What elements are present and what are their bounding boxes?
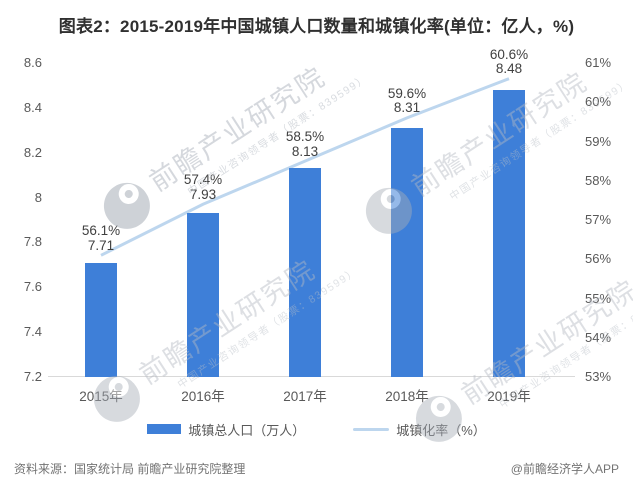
y-axis-tick-right: 56% <box>585 251 612 267</box>
x-axis-label: 2017年 <box>283 389 327 404</box>
bar-value-label: 7.93 <box>189 186 217 202</box>
x-axis-label: 2015年 <box>79 389 123 404</box>
bar-value-label: 7.71 <box>87 237 115 253</box>
data-label: 56.1% 7.71 <box>82 224 120 253</box>
y-axis-tick-right: 57% <box>585 212 612 227</box>
population-bar <box>391 128 423 377</box>
x-axis-label: 2016年 <box>181 389 225 404</box>
population-bar <box>187 213 219 377</box>
legend-item-bar: 城镇总人口（万人） <box>147 420 305 439</box>
y-axis-tick-left: 8 <box>34 189 42 205</box>
data-label: 58.5% 8.13 <box>286 130 324 159</box>
y-axis-tick-left: 7.6 <box>23 279 42 295</box>
legend-item-line: 城镇化率（%） <box>353 420 486 439</box>
line-value-label: 56.1% <box>81 223 121 239</box>
line-value-label: 58.5% <box>285 129 325 145</box>
trend-line-path <box>100 77 510 257</box>
data-label: 59.6% 8.31 <box>387 85 427 116</box>
y-axis-tick-right: 60% <box>585 94 612 110</box>
y-axis-tick-left: 8.6 <box>23 55 42 70</box>
legend: 城镇总人口（万人） 城镇化率（%） <box>0 420 633 438</box>
bar-series-swatch <box>147 424 182 434</box>
line-series-swatch <box>353 427 390 431</box>
y-axis-tick-right: 59% <box>585 133 612 149</box>
y-axis-tick-left: 7.8 <box>23 234 42 250</box>
bar-value-label: 8.31 <box>393 100 421 116</box>
source-note: 资料来源：国家统计局 前瞻产业研究院整理 <box>14 462 246 476</box>
y-axis-tick-left: 8.4 <box>23 99 42 115</box>
y-axis-tick-right: 53% <box>585 369 612 384</box>
y-axis-tick-left: 7.2 <box>23 369 42 384</box>
y-axis-tick-right: 54% <box>585 329 612 345</box>
y-axis-tick-right: 61% <box>585 55 612 70</box>
y-axis-tick-left: 8.2 <box>23 144 42 160</box>
x-axis-label: 2018年 <box>385 389 429 404</box>
credit-note: @前瞻经济学人APP <box>510 462 619 476</box>
y-axis-tick-left: 7.4 <box>23 324 42 340</box>
y-axis-tick-right: 55% <box>585 290 612 306</box>
line-value-label: 59.6% <box>387 85 427 101</box>
x-axis-label: 2019年 <box>487 389 531 404</box>
legend-line-label: 城镇化率（%） <box>396 422 486 438</box>
data-label: 60.6% 8.48 <box>489 46 529 77</box>
line-value-label: 60.6% <box>489 46 529 62</box>
chart-title: 图表2：2015-2019年中国城镇人口数量和城镇化率(单位：亿人，%) <box>58 17 575 36</box>
legend-bar-label: 城镇总人口（万人） <box>188 422 306 438</box>
y-axis-tick-right: 58% <box>585 172 612 188</box>
population-bar <box>289 168 321 377</box>
population-bar <box>493 89 525 377</box>
population-bar <box>85 262 117 377</box>
footer: 资料来源：国家统计局 前瞻产业研究院整理 @前瞻经济学人APP <box>0 460 633 477</box>
line-value-label: 57.4% <box>183 172 223 188</box>
bar-value-label: 8.13 <box>291 143 319 159</box>
bar-value-label: 8.48 <box>495 61 523 77</box>
data-label: 57.4% 7.93 <box>184 173 222 202</box>
